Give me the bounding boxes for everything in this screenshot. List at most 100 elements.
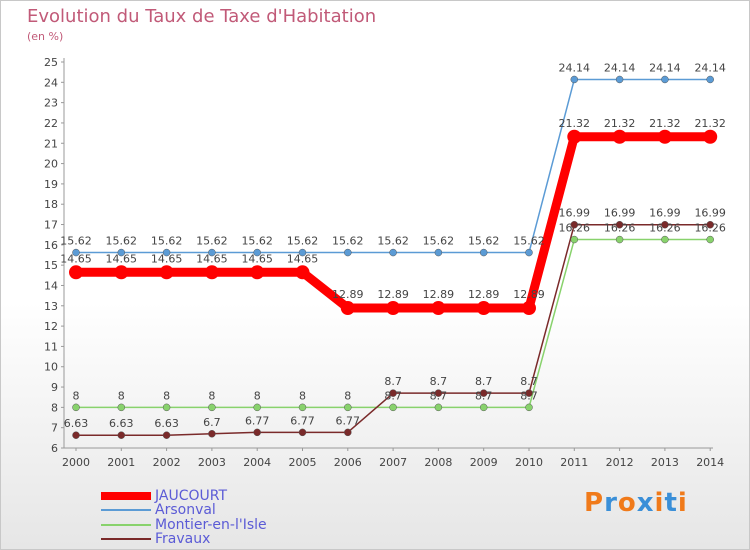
y-tick-label: 23 <box>44 97 58 110</box>
data-point-s3 <box>479 389 488 397</box>
data-point-s1 <box>253 248 261 257</box>
data-label: 6.63 <box>109 417 134 430</box>
data-label: 12.89 <box>332 288 364 301</box>
data-label: 21.32 <box>694 117 726 130</box>
data-point-s3 <box>389 389 397 397</box>
data-point-s1 <box>208 248 216 257</box>
data-point-s3 <box>570 220 579 229</box>
y-tick-label: 11 <box>44 340 58 353</box>
data-point-s0 <box>567 129 582 144</box>
legend-item-fravaux: Fravaux <box>101 531 210 547</box>
x-tick-label: 2012 <box>606 456 634 469</box>
x-tick-label: 2002 <box>153 456 181 469</box>
data-label: 16.26 <box>694 222 726 235</box>
data-point-s3 <box>117 431 126 439</box>
data-label: 8.7 <box>475 375 493 388</box>
data-label: 15.62 <box>151 235 183 248</box>
data-point-s2 <box>479 403 488 412</box>
legend-swatch <box>101 509 151 511</box>
data-label: 12.89 <box>423 288 455 301</box>
data-point-s3 <box>525 389 533 397</box>
data-point-s3 <box>162 431 171 439</box>
legend-swatch <box>101 524 151 526</box>
y-tick-label: 19 <box>44 178 58 191</box>
data-label: 21.32 <box>604 117 636 130</box>
x-tick-label: 2010 <box>515 456 543 469</box>
data-point-s0 <box>159 265 174 280</box>
data-point-s1 <box>434 248 443 257</box>
legend-item-arsonval: Arsonval <box>101 502 216 518</box>
data-label: 14.65 <box>106 252 138 265</box>
legend-swatch <box>101 492 151 500</box>
data-point-s3 <box>298 428 307 437</box>
data-label: 8.7 <box>430 375 448 388</box>
data-point-s2 <box>706 235 714 244</box>
x-tick-label: 2005 <box>289 456 317 469</box>
y-tick-label: 22 <box>44 117 58 130</box>
y-tick-label: 17 <box>44 219 58 232</box>
data-label: 14.65 <box>287 252 319 265</box>
x-tick-label: 2008 <box>424 456 452 469</box>
data-point-s1 <box>570 75 579 84</box>
data-label: 6.63 <box>64 417 89 430</box>
legend-item-jaucourt: JAUCOURT <box>101 488 227 504</box>
y-tick-label: 7 <box>51 422 58 435</box>
legend-swatch <box>101 538 151 540</box>
data-label: 16.99 <box>649 207 681 220</box>
data-point-s1 <box>389 248 397 257</box>
x-tick-label: 2014 <box>696 456 724 469</box>
chart-unit: (en %) <box>27 30 64 43</box>
data-point-s1 <box>72 248 80 257</box>
data-label: 15.62 <box>241 235 273 248</box>
data-label: 8 <box>73 389 80 402</box>
data-label: 6.63 <box>154 417 179 430</box>
y-tick-label: 25 <box>44 56 58 69</box>
data-label: 8 <box>299 389 306 402</box>
data-point-s1 <box>661 75 669 84</box>
legend-label: JAUCOURT <box>155 488 228 504</box>
data-point-s0 <box>114 265 129 280</box>
logo-letter: x <box>636 488 655 518</box>
data-point-s0 <box>431 301 446 316</box>
data-label: 8 <box>344 389 351 402</box>
data-point-s1 <box>344 248 352 257</box>
y-tick-label: 18 <box>44 198 58 211</box>
data-label: 15.62 <box>332 235 364 248</box>
data-point-s2 <box>72 403 80 412</box>
data-label: 16.99 <box>694 207 726 220</box>
data-label: 16.26 <box>604 222 636 235</box>
data-point-s2 <box>298 403 307 412</box>
data-point-s3 <box>253 428 261 437</box>
y-tick-label: 16 <box>44 239 58 252</box>
data-point-s2 <box>434 403 443 412</box>
x-tick-label: 2011 <box>560 456 588 469</box>
legend-item-montier: Montier-en-l'Isle <box>101 517 267 533</box>
data-point-s0 <box>386 301 401 316</box>
data-point-s0 <box>612 129 627 144</box>
y-tick-label: 9 <box>51 381 58 394</box>
x-tick-label: 2009 <box>470 456 498 469</box>
data-point-s3 <box>344 428 352 437</box>
data-label: 8 <box>208 389 215 402</box>
data-point-s0 <box>340 301 355 316</box>
legend-label: Fravaux <box>155 531 211 547</box>
data-point-s3 <box>661 220 669 229</box>
data-label: 15.62 <box>377 235 409 248</box>
y-tick-label: 12 <box>44 320 58 333</box>
data-label: 15.62 <box>513 235 545 248</box>
data-label: 8 <box>163 389 170 402</box>
data-label: 24.14 <box>604 61 636 74</box>
x-tick-label: 2006 <box>334 456 362 469</box>
data-label: 14.65 <box>196 252 228 265</box>
data-label: 24.14 <box>559 61 591 74</box>
data-label: 15.62 <box>287 235 319 248</box>
data-point-s2 <box>208 403 216 412</box>
data-label: 12.89 <box>377 288 409 301</box>
y-tick-label: 20 <box>44 158 58 171</box>
data-point-s3 <box>706 220 714 229</box>
y-tick-label: 15 <box>44 259 58 272</box>
data-label: 14.65 <box>60 252 92 265</box>
data-label: 15.62 <box>60 235 92 248</box>
data-label: 24.14 <box>694 61 726 74</box>
